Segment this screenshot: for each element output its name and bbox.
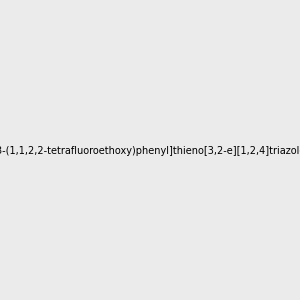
Text: 8,9-dimethyl-2-[3-(1,1,2,2-tetrafluoroethoxy)phenyl]thieno[3,2-e][1,2,4]triazolo: 8,9-dimethyl-2-[3-(1,1,2,2-tetrafluoroet…	[0, 146, 300, 157]
